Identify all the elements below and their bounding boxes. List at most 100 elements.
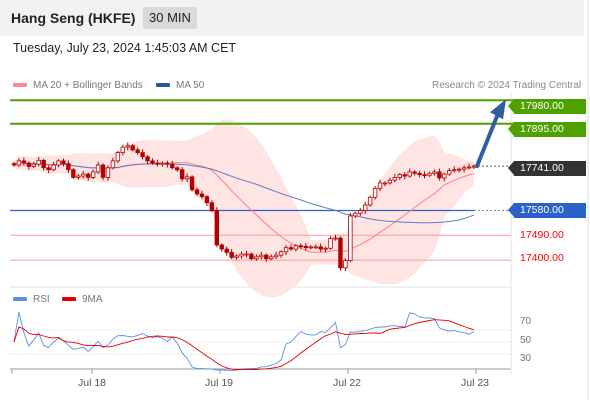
candle-body (209, 202, 215, 211)
legend-ma20-label: MA 20 + Bollinger Bands (33, 80, 143, 91)
candle (120, 144, 126, 156)
rsi-tick-50: 50 (520, 335, 532, 346)
candle-body (165, 162, 170, 165)
candle-body (318, 246, 323, 250)
support-2-label: 17400.00 (520, 252, 564, 264)
rsi-swatch (13, 297, 27, 302)
candle-body (76, 175, 81, 178)
rsi-ma-line (13, 319, 475, 371)
candle (11, 161, 17, 167)
timestamp: Tuesday, July 23, 2024 1:45:03 AM CET (13, 41, 237, 55)
candle (358, 208, 363, 216)
candle-body (313, 246, 318, 249)
candle-body (150, 160, 155, 164)
candle-body (81, 173, 86, 177)
candle-body (155, 162, 160, 165)
candle (249, 252, 254, 261)
candle (95, 161, 101, 175)
candle-body (362, 204, 368, 211)
candle-body (432, 171, 437, 174)
candle (81, 170, 86, 179)
arrow-shaft (475, 114, 499, 169)
candle-body (56, 160, 61, 166)
x-tick-jul19: Jul 19 (205, 377, 234, 389)
candle (318, 243, 323, 252)
candle-body (229, 251, 234, 258)
candle-body (382, 182, 388, 185)
candle (175, 166, 180, 172)
candle (239, 251, 244, 259)
candle (437, 168, 442, 181)
candle-body (303, 245, 309, 249)
candle-body (189, 176, 195, 191)
candle (90, 169, 96, 180)
candle (125, 142, 130, 151)
candle-body (224, 248, 229, 253)
candle-body (358, 210, 363, 214)
candle (229, 249, 234, 259)
candle-body (422, 174, 427, 177)
moving-averages (13, 162, 475, 253)
candle-body (105, 167, 111, 178)
resistance-1-tag: 17895.00 (508, 122, 586, 137)
pivot-tag: 17580.00 (508, 203, 586, 218)
candle-body (308, 246, 313, 249)
candle-body (125, 145, 130, 148)
x-tick-jul23: Jul 23 (461, 377, 490, 389)
rsi-tick-70: 70 (520, 316, 532, 327)
candle-body (407, 171, 412, 177)
x-axis-ticks (11, 369, 477, 374)
timeframe-badge[interactable]: 30 MIN (143, 7, 197, 29)
candle (26, 161, 32, 170)
candle-body (95, 164, 101, 173)
candle-body (452, 169, 457, 172)
candle (85, 172, 91, 181)
candle (66, 160, 71, 174)
candle-body (466, 166, 472, 169)
candle (155, 159, 160, 167)
candle-body (288, 247, 294, 250)
candle (362, 201, 368, 214)
candle-body (179, 169, 185, 180)
candle (179, 167, 185, 182)
candle-body (234, 255, 239, 258)
candle-body (343, 260, 348, 269)
candle (432, 169, 437, 176)
candle-body (184, 176, 190, 180)
candle (298, 243, 304, 250)
candle-body (239, 253, 244, 257)
candle (353, 211, 358, 219)
candle-body (41, 159, 46, 169)
candle-body (278, 251, 284, 256)
candle (293, 244, 299, 252)
legend-ma50-label: MA 50 (176, 80, 205, 91)
candle-body (348, 215, 353, 262)
candle-body (427, 172, 432, 176)
candle (130, 144, 135, 152)
candle-body (160, 162, 165, 165)
support-1-label: 17490.00 (520, 229, 564, 241)
rsi-ma-legend: 9MA (62, 294, 103, 305)
candle (303, 243, 309, 251)
rsi-tick-30: 30 (520, 353, 532, 364)
arrow-head (490, 99, 506, 120)
candle (456, 167, 462, 173)
candle-body (26, 162, 32, 167)
candle-body (31, 163, 36, 167)
candle (407, 168, 412, 178)
candle-body (456, 168, 462, 171)
candle (224, 246, 229, 256)
candle (372, 185, 378, 200)
candle (234, 254, 239, 260)
candle-body (367, 196, 373, 206)
candle (397, 173, 403, 181)
candle (244, 250, 249, 258)
candle-body (412, 171, 417, 174)
candle (377, 179, 383, 192)
candle-body (298, 245, 304, 248)
candle-body (170, 163, 175, 169)
candle-body (402, 174, 407, 177)
candle-body (293, 245, 299, 250)
candle (367, 195, 373, 207)
